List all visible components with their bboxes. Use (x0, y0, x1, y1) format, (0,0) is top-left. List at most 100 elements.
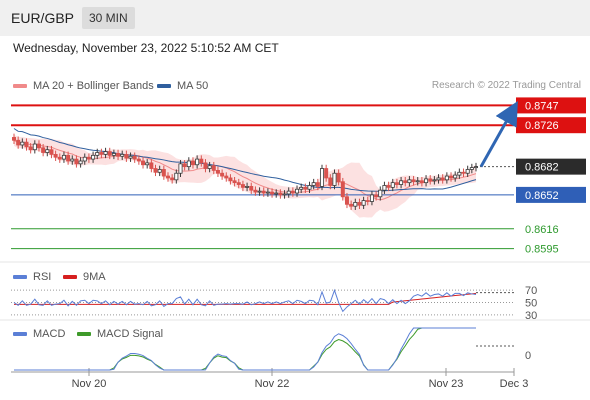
candle-body (70, 158, 75, 162)
candle-body (215, 170, 220, 174)
candle-body (311, 182, 316, 186)
legend-macd-signal-label: MACD Signal (97, 328, 164, 340)
candle-body (124, 153, 129, 159)
candle-body (99, 152, 104, 155)
x-tick-label-2: Nov 23 (429, 378, 464, 390)
candle-body (378, 189, 383, 198)
currency-pair-title: EUR/GBP (11, 10, 75, 26)
level-label-5: 0.8595 (525, 244, 559, 256)
legend-macd-label: MACD (33, 328, 66, 340)
candle-body (249, 186, 254, 191)
candle-body (170, 177, 175, 181)
candle-body (136, 158, 141, 162)
candle-body (16, 139, 21, 146)
candle-body (182, 163, 187, 168)
candle-body (307, 185, 312, 190)
legend-ma50-label: MA 50 (177, 80, 209, 92)
ma20-line (13, 139, 477, 201)
ma50-line (13, 128, 477, 192)
rsi-9ma-swatch (63, 275, 77, 280)
candle-body (236, 182, 241, 185)
candle-body (190, 160, 195, 166)
level-tag-1 (516, 117, 586, 134)
candle-body (174, 172, 179, 181)
candle-body (432, 179, 437, 182)
candle-body (28, 146, 33, 151)
ma50-swatch (157, 84, 171, 89)
candle-body (261, 190, 266, 194)
level-label-4: 0.8616 (525, 224, 559, 236)
candle-body (282, 193, 287, 196)
candle-body (203, 162, 208, 169)
level-tag-2 (516, 158, 586, 175)
level-tag-0 (516, 97, 586, 114)
candle-body (424, 178, 429, 184)
level-tag-3 (516, 186, 586, 203)
candle-body (45, 149, 50, 153)
candle-body (428, 178, 433, 182)
candle-body (469, 167, 474, 170)
candle-body (128, 155, 133, 159)
candle-body (265, 191, 270, 194)
legend-ma20-bollinger: MA 20 + Bollinger Bands (13, 80, 154, 92)
candle-body (232, 180, 237, 184)
candle-body (24, 141, 29, 148)
candle-body (407, 179, 412, 184)
candle-body (149, 162, 154, 169)
candle-body (224, 175, 229, 179)
candle-body (86, 156, 91, 160)
header-bar: EUR/GBP 30 MIN (0, 0, 590, 36)
candle-body (178, 163, 183, 174)
x-tick-label-1: Nov 22 (255, 378, 290, 390)
candle-body (161, 169, 166, 177)
projection-arrow (479, 100, 518, 168)
candle-body (382, 185, 387, 191)
candle-body (457, 171, 462, 176)
candle-body (394, 182, 399, 185)
timeframe-badge[interactable]: 30 MIN (82, 7, 135, 29)
legend-ma50: MA 50 (157, 80, 208, 92)
macd-signal-swatch (77, 332, 91, 337)
candle-body (145, 162, 150, 166)
candle-body (319, 168, 324, 187)
candle-body (349, 203, 354, 207)
candle-body (82, 156, 87, 162)
candle-body (245, 186, 250, 188)
candle-body (220, 172, 225, 177)
candle-body (228, 177, 233, 182)
candle-body (103, 151, 108, 155)
candle-body (211, 165, 216, 171)
legend-rsi-9ma-label: 9MA (83, 271, 106, 283)
candle-body (365, 200, 370, 202)
candle-body (399, 180, 404, 185)
rsi-tick-label-0: 70 (525, 285, 537, 297)
rsi-tick-label-1: 50 (525, 298, 537, 310)
research-credit: Research © 2022 Trading Central (431, 80, 581, 91)
candle-body (257, 190, 262, 193)
candle-body (132, 155, 137, 160)
level-label-3: 0.8652 (525, 190, 559, 202)
candle-body (240, 184, 245, 188)
rsi-9ma-line (14, 292, 477, 305)
candle-body (390, 182, 395, 188)
candle-body (186, 160, 191, 168)
candle-body (20, 141, 25, 146)
candle-body (361, 200, 366, 206)
candle-body (49, 149, 54, 155)
ma20-swatch (13, 84, 27, 89)
candle-body (66, 154, 71, 162)
candle-body (336, 172, 341, 183)
rsi-tick-label-2: 30 (525, 310, 537, 322)
candle-body (386, 185, 391, 188)
candle-body (274, 192, 279, 195)
candle-body (411, 179, 416, 183)
candle-body (120, 153, 125, 157)
candle-body (41, 147, 46, 153)
candle-body (107, 151, 112, 156)
bollinger-band (14, 134, 476, 218)
candle-body (299, 186, 304, 190)
timestamp: Wednesday, November 23, 2022 5:10:52 AM … (13, 41, 279, 55)
candle-body (165, 175, 170, 179)
candle-body (332, 172, 337, 186)
